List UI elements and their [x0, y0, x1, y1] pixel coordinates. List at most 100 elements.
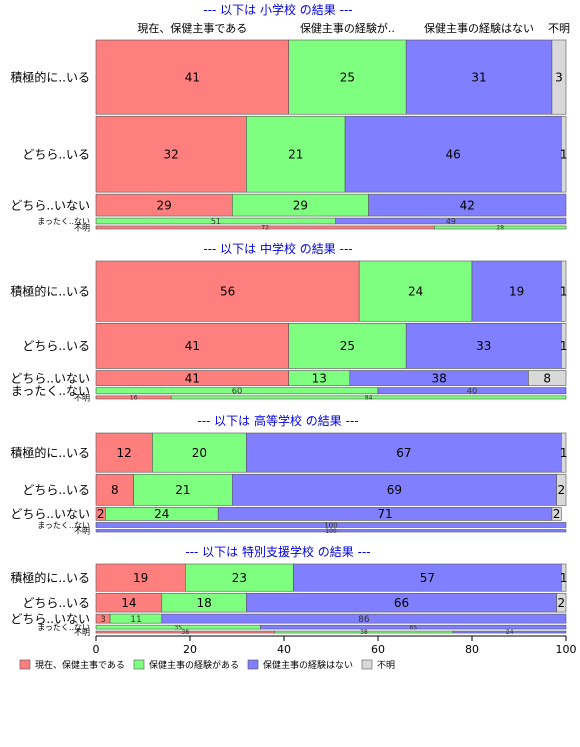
data-label: 69 — [387, 483, 402, 497]
bar-segment — [368, 193, 567, 217]
data-label: 86 — [358, 615, 370, 625]
x-tick-label: 80 — [465, 643, 479, 656]
row-label: まったく..ない — [37, 623, 90, 632]
data-label: 33 — [476, 339, 491, 353]
bar-row: どちら..いない 41 13 38 8 — [10, 370, 567, 386]
data-label: 24 — [408, 284, 423, 298]
legend-swatch — [19, 659, 31, 670]
bar-segment — [95, 39, 289, 115]
data-label: 19 — [509, 284, 524, 298]
data-label: 25 — [340, 339, 355, 353]
bar-row: どちら..いない 2 24 71 2 — [10, 507, 562, 521]
bar-segment — [246, 115, 346, 193]
x-tick-label: 100 — [556, 643, 577, 656]
data-label: 32 — [164, 147, 179, 161]
data-label: 24 — [154, 507, 169, 521]
data-label: 2 — [557, 596, 565, 610]
bar-segment — [556, 592, 567, 613]
data-label: 23 — [232, 571, 247, 585]
panel-title: --- 以下は 小学校 の結果 --- — [203, 2, 352, 17]
data-label: 41 — [185, 371, 200, 385]
panel-1: --- 以下は 小学校 の結果 --- 積極的に..いる 41 25 31 3 どちら..い… — [10, 2, 567, 232]
bar-segment — [95, 322, 289, 369]
row-label: 不明 — [74, 527, 90, 536]
data-label: 12 — [117, 446, 132, 460]
data-label: 2 — [557, 483, 565, 497]
data-label: 49 — [446, 217, 456, 226]
bar-segment — [358, 260, 473, 322]
bar-segment — [405, 322, 562, 369]
legend-swatch — [133, 659, 145, 670]
data-label: 38 — [181, 629, 189, 636]
data-label: 19 — [133, 571, 148, 585]
data-label: 8 — [111, 483, 119, 497]
bar-segment — [95, 529, 567, 533]
data-label: 66 — [394, 596, 409, 610]
bar-segment — [556, 473, 567, 506]
bar-segment — [551, 39, 567, 115]
bar-row: 積極的に..いる 12 20 67 1 — [10, 432, 567, 473]
bar-segment — [170, 395, 567, 400]
legend-label: 保健主事の経験がある — [149, 659, 239, 671]
data-label: 1 — [560, 571, 568, 585]
data-label: 16 — [130, 395, 138, 402]
bar-segment — [293, 563, 562, 592]
bar-segment — [185, 563, 294, 592]
row-label: まったく..ない — [37, 521, 90, 530]
data-label: 72 — [261, 225, 269, 232]
data-label: 31 — [471, 70, 486, 84]
bar-segment — [560, 115, 567, 193]
data-label: 13 — [312, 371, 327, 385]
bar-segment — [405, 39, 553, 115]
panel-title: --- 以下は 中学校 の結果 --- — [203, 241, 352, 256]
bar-row: まったく..ない 100 — [37, 521, 567, 530]
data-label: 67 — [396, 446, 411, 460]
bar-row: どちら..いる 14 18 66 2 — [22, 592, 567, 613]
data-label: 51 — [211, 217, 221, 226]
bar-segment — [95, 260, 360, 322]
row-label: 積極的に..いる — [10, 445, 90, 460]
data-label: 41 — [185, 70, 200, 84]
x-tick-label: 40 — [277, 643, 291, 656]
row-label: どちら..いる — [22, 147, 90, 161]
bar-row: 不明 38 38 24 — [74, 628, 567, 637]
bar-row: まったく..ない 51 49 — [37, 217, 567, 226]
data-label: 57 — [420, 571, 435, 585]
bar-row: どちら..いない 29 29 42 — [10, 193, 567, 217]
bar-segment — [246, 432, 562, 473]
row-label: どちら..いない — [10, 612, 90, 626]
data-label: 65 — [409, 624, 417, 631]
bar-segment — [377, 387, 567, 395]
column-header: 保健主事の経験はない — [424, 21, 534, 35]
bar-segment — [288, 39, 407, 115]
bar-row: 積極的に..いる 56 24 19 1 — [10, 260, 567, 322]
row-label: どちら..いる — [22, 596, 90, 610]
bar-segment — [471, 260, 562, 322]
bar-segment — [288, 322, 407, 369]
bar-segment — [551, 507, 562, 521]
bar-segment — [232, 473, 557, 506]
bar-row: まったく..ない 35 65 — [37, 623, 567, 632]
data-label: 84 — [365, 395, 373, 402]
bar-row: 積極的に..いる 19 23 57 1 — [10, 563, 568, 592]
column-header: 現在、保健主事である — [137, 21, 247, 35]
x-tick-label: 60 — [371, 643, 385, 656]
panel-3: --- 以下は 高等学校 の結果 --- 積極的に..いる 12 20 67 1 どちら..… — [10, 413, 567, 536]
x-tick-label: 0 — [93, 643, 100, 656]
bar-segment — [452, 630, 567, 634]
legend-label: 不明 — [377, 660, 395, 671]
data-label: 56 — [220, 284, 235, 298]
bar-segment — [260, 624, 567, 630]
panel-title: --- 以下は 高等学校 の結果 --- — [197, 413, 358, 428]
data-label: 24 — [506, 629, 514, 636]
data-label: 20 — [192, 446, 207, 460]
data-label: 38 — [360, 629, 368, 636]
row-label: 積極的に..いる — [10, 283, 90, 298]
bar-row: どちら..いる 41 25 33 1 — [22, 322, 567, 369]
panel-4: --- 以下は 特別支援学校 の結果 ---積極的に..いる 19 23 57 1どちら… — [10, 544, 567, 637]
row-label: どちら..いる — [22, 339, 90, 353]
data-label: 60 — [232, 386, 243, 396]
legend-swatch — [361, 659, 373, 670]
legend-label: 保健主事の経験はない — [263, 659, 353, 671]
